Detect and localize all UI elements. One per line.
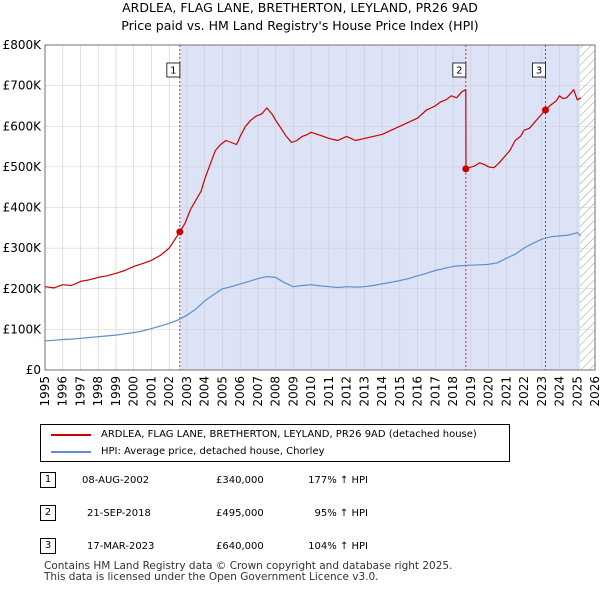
x-tick-label: 2016 xyxy=(411,376,425,407)
x-tick-label: 2014 xyxy=(375,376,389,407)
sale-point xyxy=(542,106,549,114)
x-tick-label: 2018 xyxy=(446,376,460,407)
x-tick-label: 2004 xyxy=(198,376,212,407)
sale-number-box xyxy=(532,62,546,78)
x-tick-label: 1998 xyxy=(91,376,105,407)
y-tick-label: £0 xyxy=(26,363,41,377)
sale-number-label: 1 xyxy=(170,66,176,77)
y-tick-label: £200K xyxy=(3,282,43,296)
footer-line-1: Contains HM Land Registry data © Crown c… xyxy=(44,560,453,572)
price-chart: ARDLEA, FLAG LANE, BRETHERTON, LEYLAND, … xyxy=(3,0,600,407)
table-row: 1 08-AUG-2002 £340,000 177% ↑ HPI xyxy=(40,472,460,489)
y-tick-label: £100K xyxy=(3,322,43,336)
x-tick-label: 2007 xyxy=(251,376,265,407)
legend-swatch-property xyxy=(51,434,91,436)
transaction-date: 21-SEP-2018 xyxy=(87,508,151,519)
footer-line-2: This data is licensed under the Open Gov… xyxy=(44,571,379,583)
x-tick-label: 1996 xyxy=(56,376,70,407)
y-tick-label: £600K xyxy=(3,119,43,133)
transaction-price: £340,000 xyxy=(216,475,264,486)
transaction-date: 17-MAR-2023 xyxy=(87,541,155,552)
y-tick-label: £400K xyxy=(3,201,43,215)
x-tick-label: 2017 xyxy=(428,376,442,407)
sale-point xyxy=(176,228,184,236)
x-tick-label: 2001 xyxy=(144,376,158,407)
legend-label-property: ARDLEA, FLAG LANE, BRETHERTON, LEYLAND, … xyxy=(101,429,477,440)
legend-label-hpi: HPI: Average price, detached house, Chor… xyxy=(101,446,325,457)
x-tick-label: 2025 xyxy=(570,376,584,407)
x-tick-label: 2024 xyxy=(553,376,567,407)
x-tick-label: 2006 xyxy=(233,376,247,407)
x-tick-label: 1999 xyxy=(109,376,123,407)
chart-title-line-1: ARDLEA, FLAG LANE, BRETHERTON, LEYLAND, … xyxy=(122,0,478,15)
x-tick-label: 2010 xyxy=(304,376,318,407)
x-tick-label: 2012 xyxy=(340,376,354,407)
transaction-hpi-change: 95% ↑ HPI xyxy=(314,508,368,519)
transaction-hpi-change: 177% ↑ HPI xyxy=(308,475,368,486)
x-tick-label: 2022 xyxy=(517,376,531,407)
sale-number-box xyxy=(166,62,181,78)
x-tick-label: 2005 xyxy=(215,376,229,407)
x-tick-label: 2008 xyxy=(269,376,283,407)
footer: Contains HM Land Registry data © Crown c… xyxy=(44,561,452,583)
transaction-number-badge: 2 xyxy=(40,505,56,521)
x-tick-label: 2000 xyxy=(127,376,141,407)
x-tick-label: 1995 xyxy=(38,376,52,407)
y-tick-label: £500K xyxy=(3,160,43,174)
transaction-price: £495,000 xyxy=(216,508,264,519)
plot-frame xyxy=(44,44,596,371)
x-tick-label: 2009 xyxy=(286,376,300,407)
sale-number-label: 2 xyxy=(456,66,462,77)
x-tick-label: 2015 xyxy=(393,376,407,407)
table-row: 2 21-SEP-2018 £495,000 95% ↑ HPI xyxy=(40,505,460,522)
property-price-line xyxy=(44,89,582,289)
transaction-number-badge: 1 xyxy=(40,472,56,488)
transaction-date: 08-AUG-2002 xyxy=(82,475,150,486)
x-tick-label: 2013 xyxy=(357,376,371,407)
y-tick-label: £300K xyxy=(3,241,43,255)
x-tick-label: 2021 xyxy=(499,376,513,407)
x-tick-label: 2002 xyxy=(162,376,176,407)
legend-swatch-hpi xyxy=(51,451,91,453)
x-tick-label: 2020 xyxy=(482,376,496,407)
y-tick-label: £700K xyxy=(3,79,43,93)
chart-title-line-2: Price paid vs. HM Land Registry's House … xyxy=(121,18,478,33)
sale-point xyxy=(462,165,470,173)
transaction-hpi-change: 104% ↑ HPI xyxy=(308,541,368,552)
x-tick-label: 2026 xyxy=(588,376,600,407)
x-tick-label: 2011 xyxy=(322,376,336,407)
legend: ARDLEA, FLAG LANE, BRETHERTON, LEYLAND, … xyxy=(40,424,510,462)
hpi-line xyxy=(44,232,582,342)
x-tick-label: 2003 xyxy=(180,376,194,407)
y-tick-label: £800K xyxy=(3,38,43,52)
transaction-number-badge: 3 xyxy=(40,538,56,554)
sale-number-label: 3 xyxy=(536,66,542,77)
x-tick-label: 1997 xyxy=(73,376,87,407)
table-row: 3 17-MAR-2023 £640,000 104% ↑ HPI xyxy=(40,538,460,555)
x-tick-label: 2023 xyxy=(535,376,549,407)
x-tick-label: 2019 xyxy=(464,376,478,407)
sale-number-box xyxy=(452,62,467,78)
transaction-price: £640,000 xyxy=(216,541,264,552)
